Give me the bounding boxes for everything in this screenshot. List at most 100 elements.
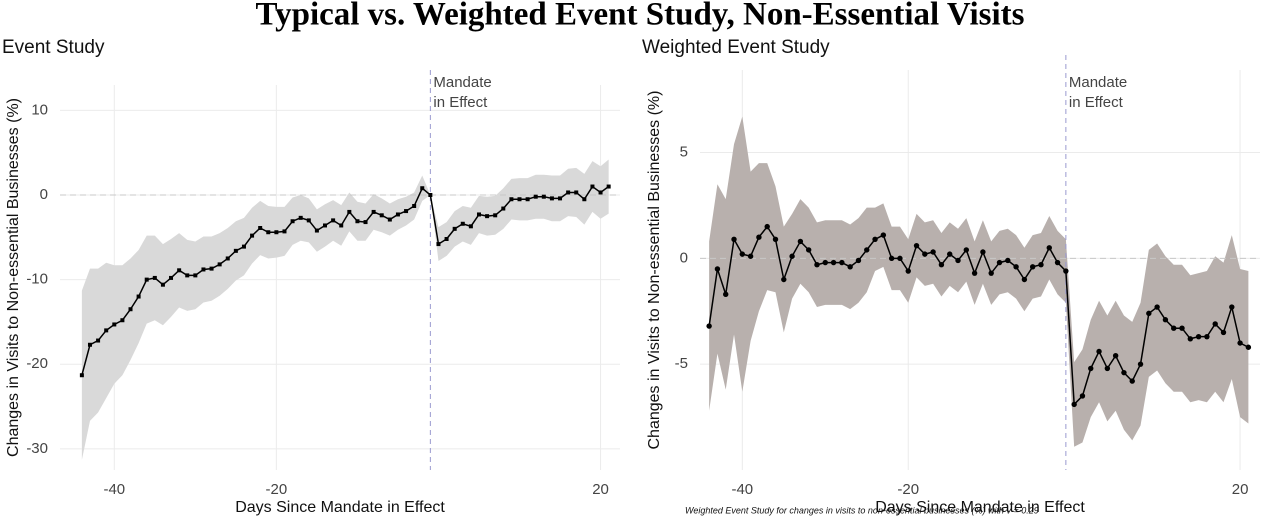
- point: [1146, 310, 1152, 317]
- point: [781, 276, 787, 283]
- point: [864, 247, 870, 253]
- point: [1104, 365, 1111, 372]
- point: [363, 220, 368, 225]
- point: [395, 212, 400, 217]
- point: [460, 221, 465, 226]
- point: [476, 212, 481, 217]
- point: [822, 259, 828, 266]
- point: [225, 256, 230, 261]
- point: [1038, 262, 1044, 268]
- point: [930, 249, 936, 255]
- point: [1229, 304, 1235, 310]
- y-tick-label: -5: [675, 355, 688, 372]
- point: [517, 197, 522, 202]
- point: [938, 262, 945, 268]
- point: [177, 268, 182, 273]
- point: [814, 262, 820, 268]
- point: [1071, 401, 1077, 408]
- point: [1171, 325, 1177, 331]
- point: [104, 328, 109, 333]
- point: [739, 251, 746, 257]
- point: [1204, 333, 1210, 340]
- y-axis-label: Changes in Visits to Non-essential Busin…: [5, 98, 22, 457]
- point: [120, 318, 125, 323]
- point: [566, 190, 571, 195]
- confidence-band: [81, 159, 609, 460]
- point: [947, 251, 953, 257]
- point: [1162, 317, 1169, 323]
- point: [996, 259, 1003, 266]
- point: [290, 219, 295, 224]
- y-tick-label: -30: [26, 440, 48, 457]
- point: [428, 193, 433, 197]
- point: [1179, 325, 1185, 331]
- point: [971, 270, 978, 276]
- y-tick-label: 0: [680, 249, 688, 266]
- point: [241, 244, 246, 249]
- point: [558, 196, 563, 201]
- annotation: in Effect: [433, 94, 488, 111]
- point: [574, 190, 579, 195]
- y-tick-label: 0: [40, 186, 48, 203]
- point: [201, 267, 206, 272]
- point: [298, 215, 303, 220]
- point: [331, 218, 336, 223]
- x-tick-label: 20: [1232, 481, 1249, 498]
- point: [493, 213, 498, 218]
- point: [606, 184, 611, 189]
- point: [756, 234, 762, 240]
- point: [922, 251, 928, 257]
- y-tick-label: 5: [680, 144, 688, 161]
- point: [747, 253, 754, 259]
- point: [1063, 268, 1069, 274]
- x-tick-label: 20: [592, 481, 609, 498]
- point: [404, 209, 409, 214]
- point: [1079, 393, 1086, 399]
- point: [1112, 353, 1119, 359]
- point: [706, 323, 712, 329]
- point: [355, 219, 360, 224]
- point: [509, 197, 514, 202]
- point: [714, 266, 721, 272]
- point: [541, 194, 546, 199]
- confidence-band: [709, 116, 1249, 447]
- x-axis-label: Days Since Mandate in Effect: [875, 499, 1085, 516]
- point: [112, 322, 117, 327]
- point: [789, 253, 795, 259]
- point: [87, 342, 92, 347]
- point: [723, 291, 729, 298]
- point: [217, 262, 222, 267]
- point: [209, 266, 214, 271]
- point: [501, 206, 506, 211]
- point: [980, 249, 986, 255]
- point: [233, 248, 238, 253]
- point: [598, 190, 603, 195]
- x-tick-label: -20: [897, 481, 919, 498]
- point: [888, 255, 895, 262]
- point: [955, 257, 961, 264]
- x-tick-label: -20: [266, 481, 288, 498]
- point: [323, 223, 328, 228]
- point: [136, 294, 141, 299]
- point: [839, 259, 845, 266]
- point: [258, 226, 263, 230]
- point: [897, 255, 903, 262]
- point: [436, 242, 441, 247]
- point: [128, 307, 133, 312]
- point: [855, 257, 862, 264]
- point: [282, 229, 287, 234]
- point: [905, 268, 911, 274]
- point: [1129, 378, 1135, 384]
- panel-title: Event Study: [2, 37, 105, 58]
- point: [1237, 340, 1243, 346]
- point: [582, 197, 587, 202]
- point: [1046, 245, 1052, 251]
- caption: Weighted Event Study for changes in visi…: [685, 505, 1039, 515]
- point: [1245, 344, 1252, 350]
- y-tick-label: -20: [26, 355, 48, 372]
- point: [412, 204, 417, 208]
- point: [1088, 365, 1094, 372]
- point: [1220, 329, 1227, 336]
- point: [549, 196, 554, 201]
